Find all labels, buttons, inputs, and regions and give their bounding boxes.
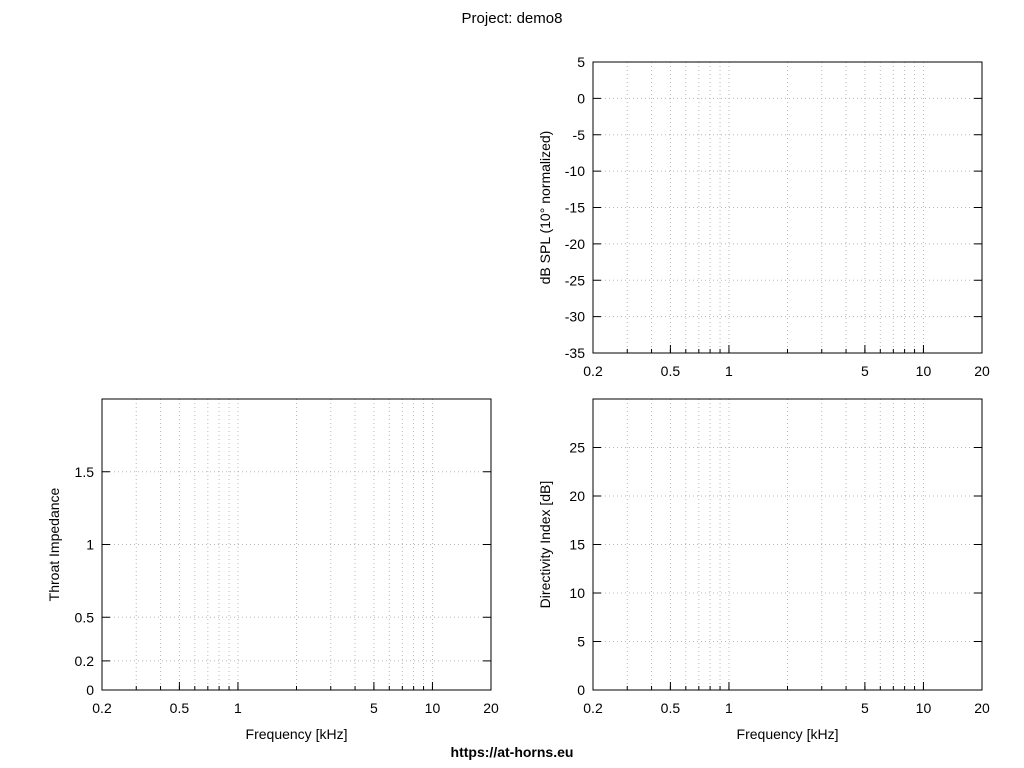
y-tick-label: -35: [565, 345, 585, 361]
y-tick-label: 10: [569, 585, 585, 601]
y-tick-label: 0.5: [75, 609, 95, 625]
spl-plot: -35 -30 -25 -20 -15 -10 -5 0 5 0.2 0.5 1 5 10 20 dB SPL…: [537, 54, 990, 379]
y-tick-label: -25: [565, 272, 585, 288]
y-tick-label: -5: [573, 127, 586, 143]
y-tick-label: 0: [577, 90, 585, 106]
x-tick-label: 0.2: [92, 700, 112, 716]
plot-frame: [101, 398, 492, 691]
y-axis-label: Throat Impedance: [46, 487, 62, 601]
y-tick-label: 1.5: [75, 464, 95, 480]
x-tick-label: 5: [861, 700, 869, 716]
y-tick-label: -15: [565, 200, 585, 216]
x-tick-label: 0.5: [170, 700, 190, 716]
footer-url: https://at-horns.eu: [451, 744, 574, 760]
y-tick-label: 0: [577, 682, 585, 698]
y-tick-label: 20: [569, 488, 585, 504]
y-axis-label: Directivity Index [dB]: [537, 481, 553, 609]
x-tick-label: 0.2: [583, 363, 603, 379]
y-tick-label: 0.2: [75, 653, 95, 669]
y-tick-label: -20: [565, 236, 585, 252]
x-tick-label: 1: [234, 700, 242, 716]
page-title: Project: demo8: [462, 10, 563, 27]
x-tick-label: 5: [370, 700, 378, 716]
x-tick-label: 0.5: [661, 700, 681, 716]
y-tick-label: 25: [569, 440, 585, 456]
x-tick-label: 10: [425, 700, 441, 716]
y-tick-label: -10: [565, 163, 585, 179]
y-axis-label: dB SPL (10° normalized): [537, 131, 553, 285]
y-tick-label: -30: [565, 309, 585, 325]
impedance-plot: 0 0.2 0.5 1 1.5 0.2 0.5 1 5 10 20 Frequency [kHz] Th…: [46, 398, 499, 742]
x-axis-label: Frequency [kHz]: [246, 726, 348, 742]
x-tick-label: 20: [974, 363, 990, 379]
x-tick-label: 0.5: [661, 363, 681, 379]
x-tick-label: 5: [861, 363, 869, 379]
x-tick-label: 1: [725, 700, 733, 716]
y-tick-label: 15: [569, 537, 585, 553]
x-tick-label: 10: [916, 700, 932, 716]
y-tick-label: 0: [86, 682, 94, 698]
x-tick-label: 1: [725, 363, 733, 379]
x-tick-label: 10: [916, 363, 932, 379]
x-tick-label: 20: [483, 700, 499, 716]
y-tick-label: 1: [86, 537, 94, 553]
plot-frame: [592, 398, 983, 691]
x-tick-label: 20: [974, 700, 990, 716]
x-tick-label: 0.2: [583, 700, 603, 716]
y-tick-label: 5: [577, 54, 585, 70]
plot-frame: [592, 61, 983, 354]
y-tick-label: 5: [577, 634, 585, 650]
x-axis-label: Frequency [kHz]: [737, 726, 839, 742]
